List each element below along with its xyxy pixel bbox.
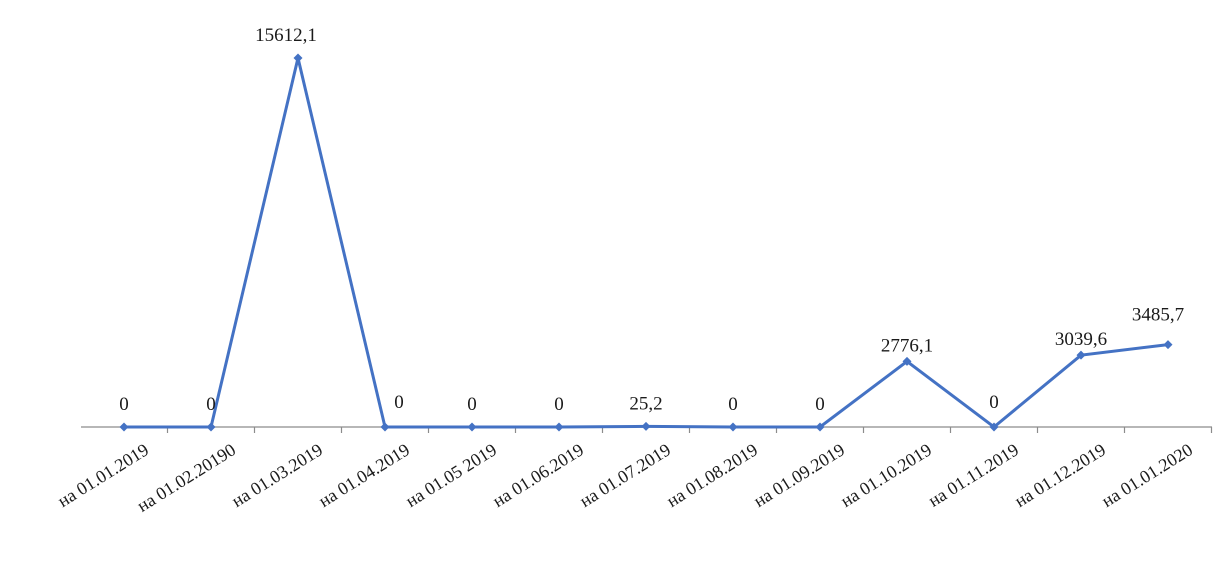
x-tick-label: на 01.06.2019 <box>489 439 587 511</box>
data-label: 0 <box>815 394 825 415</box>
data-point-marker <box>380 422 390 432</box>
data-point-marker <box>815 422 825 432</box>
series-line-group <box>124 57 1169 429</box>
data-point-marker <box>554 422 564 432</box>
data-label: 25,2 <box>629 393 662 414</box>
data-point-marker <box>206 422 216 432</box>
data-point-marker <box>293 53 303 63</box>
x-tick-label: на 01.05 2019 <box>402 439 500 511</box>
x-tick-label: на 01.10.2019 <box>837 439 935 511</box>
x-tick-label: на 01.07.2019 <box>576 439 674 511</box>
x-tick-label: на 01.12.2019 <box>1011 439 1109 511</box>
x-tick-label: на 01.01.2020 <box>1098 439 1196 511</box>
data-point-marker <box>641 421 651 431</box>
data-label: 3039,6 <box>1055 329 1107 350</box>
data-labels: 0 0 15612,1 0 0 0 25,2 0 0 2776,1 0 3039,6 3485,7 <box>119 25 1184 415</box>
data-label: 0 <box>728 394 738 415</box>
data-label: 15612,1 <box>255 25 317 46</box>
data-point-marker <box>1163 340 1173 350</box>
x-tick-label: на 01.02.20190 <box>133 439 239 515</box>
x-tick-label: на 01.08.2019 <box>663 439 761 511</box>
data-label: 0 <box>206 394 216 415</box>
data-point-marker <box>902 356 912 366</box>
data-points <box>119 53 1173 432</box>
x-tick-label: на 01.03.2019 <box>228 439 326 511</box>
data-point-marker <box>119 422 129 432</box>
x-tick-label: на 01.04.2019 <box>315 439 413 511</box>
data-point-marker <box>1076 350 1086 360</box>
data-point-marker <box>728 422 738 432</box>
data-label: 0 <box>119 394 129 415</box>
data-point-marker <box>989 422 999 432</box>
x-tick-label: на 01.11.2019 <box>925 439 1022 510</box>
data-label: 0 <box>989 392 999 413</box>
data-label: 0 <box>394 392 404 413</box>
data-label: 3485,7 <box>1132 305 1184 326</box>
data-label: 0 <box>467 394 477 415</box>
series-line <box>124 57 1169 429</box>
x-tick-label: на 01.09.2019 <box>750 439 848 511</box>
data-label: 0 <box>554 394 564 415</box>
data-point-marker <box>467 422 477 432</box>
data-label: 2776,1 <box>881 335 933 356</box>
